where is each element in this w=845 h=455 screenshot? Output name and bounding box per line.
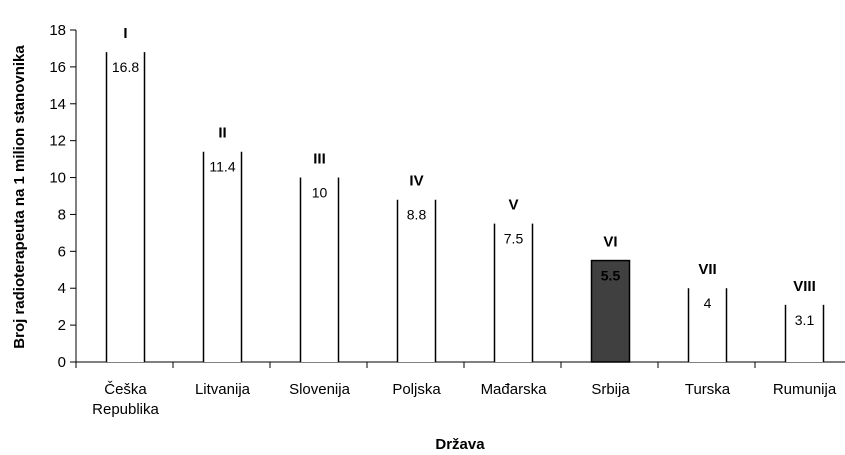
data-label: 11.4 [209, 159, 235, 175]
x-tick-label: Srbija [591, 381, 630, 398]
x-tick-label: Mađarska [481, 381, 548, 398]
rank-label: II [218, 125, 226, 142]
x-tick-label: Poljska [392, 381, 441, 398]
x-tick-label: Turska [685, 381, 731, 398]
y-tick-label: 18 [49, 22, 66, 39]
x-tick-label-line: Mađarska [481, 381, 548, 398]
data-label: 5.5 [601, 268, 621, 284]
bar [494, 223, 533, 362]
x-tick-label: Slovenija [289, 381, 351, 398]
rank-label: VIII [793, 278, 816, 295]
x-tick-label: Rumunija [773, 381, 837, 398]
y-tick-label: 12 [49, 133, 66, 150]
y-tick-label: 16 [49, 59, 66, 76]
x-tick-label-line: Rumunija [773, 381, 837, 398]
bar [397, 199, 436, 362]
x-tick-label-line: Turska [685, 381, 731, 398]
x-tick-label: Češka Republika [92, 381, 159, 418]
bar-outline [590, 259, 631, 363]
x-axis-title: Država [435, 436, 485, 453]
x-tick-label-line: Srbija [591, 381, 630, 398]
rank-label: V [508, 197, 518, 214]
data-label: 4 [704, 295, 712, 311]
y-tick-label: 4 [58, 280, 66, 297]
rank-label: VII [698, 261, 716, 278]
data-label: 7.5 [504, 231, 524, 247]
bar [785, 304, 824, 362]
plot-area: 0 2 4 6 8 10 12 14 16 18 16.8 I Češka Republika 11.4 II… [49, 22, 845, 418]
rank-label: I [123, 25, 127, 42]
y-tick-label: 2 [58, 317, 66, 334]
rank-label: VI [603, 234, 617, 251]
y-tick-label: 10 [49, 170, 66, 187]
bar [591, 260, 630, 362]
x-tick-label-line: Litvanija [195, 381, 251, 398]
x-tick-label-line: Poljska [392, 381, 441, 398]
data-label: 10 [312, 185, 328, 201]
y-tick-label: 0 [58, 354, 66, 371]
rank-label: III [313, 151, 326, 168]
data-label: 8.8 [407, 207, 427, 223]
rank-label: IV [409, 173, 423, 190]
y-tick-label: 6 [58, 243, 66, 260]
y-tick-label: 14 [49, 96, 66, 113]
data-label: 16.8 [112, 59, 139, 75]
bar [203, 151, 242, 362]
x-tick-label: Litvanija [195, 381, 251, 398]
y-tick-label: 8 [58, 206, 66, 223]
x-tick-label-line: Republika [92, 401, 159, 418]
data-label: 3.1 [795, 312, 815, 328]
bar [106, 52, 145, 363]
x-tick-label-line: Slovenija [289, 381, 351, 398]
bar [688, 288, 727, 362]
bar [300, 177, 339, 362]
y-axis-title: Broj radioterapeuta na 1 milion stanovni… [11, 45, 28, 349]
x-tick-label-line: Češka [104, 381, 147, 398]
